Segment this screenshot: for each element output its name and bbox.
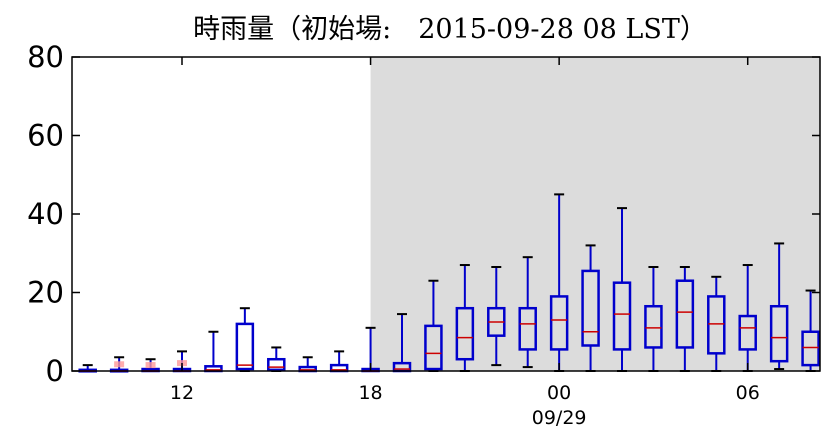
box-14 xyxy=(235,307,255,372)
x-tick-label: 00 xyxy=(547,382,571,404)
box-22 xyxy=(487,265,506,367)
box-16 xyxy=(298,356,317,373)
box-body xyxy=(738,314,757,351)
box-body xyxy=(549,295,569,351)
box-body xyxy=(675,279,695,349)
y-tick-label: 20 xyxy=(27,276,64,310)
y-tick-label: 0 xyxy=(46,354,64,388)
box-body xyxy=(769,304,789,363)
x-tick-sublabel: 09/29 xyxy=(532,407,587,429)
box-body xyxy=(707,295,726,355)
x-tick-label: 18 xyxy=(358,382,382,404)
box-26 xyxy=(612,207,632,372)
flier-marker xyxy=(145,362,156,369)
y-tick-label: 60 xyxy=(27,119,64,153)
x-tick-label: 12 xyxy=(170,382,194,404)
box-series xyxy=(78,193,820,373)
axes: 0 20 40 60 80 12 18 00 09/29 06 xyxy=(27,40,820,429)
box-15 xyxy=(267,346,286,372)
chart-title: 時雨量（初始場: 2015-09-28 08 LST） xyxy=(193,14,707,45)
y-tick-label: 40 xyxy=(27,197,64,231)
box-body xyxy=(518,306,537,351)
box-13 xyxy=(204,330,223,373)
flier-marker xyxy=(114,361,125,368)
night-shade-region xyxy=(370,57,820,371)
x-tick-label: 06 xyxy=(736,382,760,404)
box-body xyxy=(235,322,255,371)
box-24 xyxy=(549,193,569,372)
box-31 xyxy=(769,242,789,371)
box-body xyxy=(267,357,286,372)
box-23 xyxy=(518,256,537,369)
box-body xyxy=(801,330,820,367)
box-body xyxy=(581,269,600,347)
y-tick-label: 80 xyxy=(27,40,64,74)
box-17 xyxy=(329,350,349,373)
box-body xyxy=(612,281,632,351)
box-body xyxy=(455,306,475,361)
box-body xyxy=(424,324,443,371)
box-body xyxy=(644,304,663,349)
